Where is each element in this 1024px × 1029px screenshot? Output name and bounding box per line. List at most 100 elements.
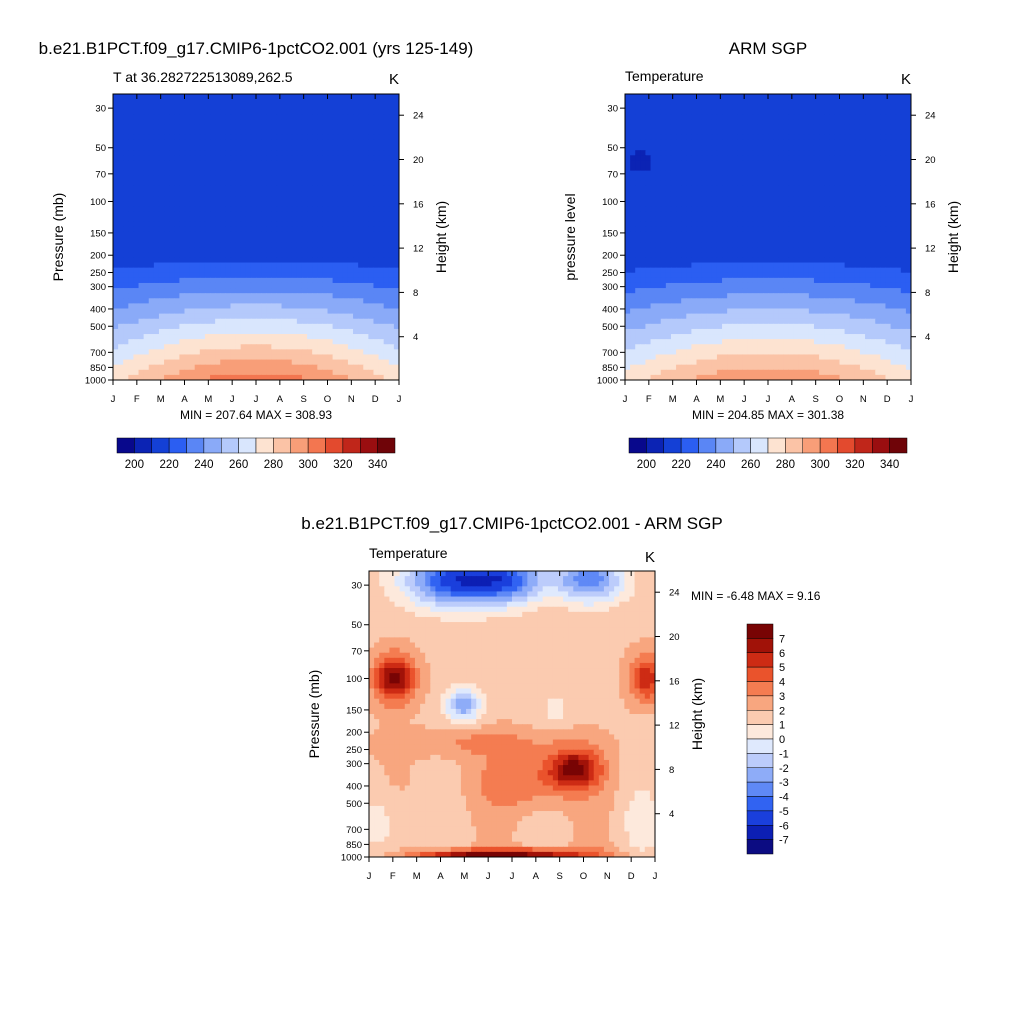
heatmap-cell bbox=[282, 206, 288, 212]
heatmap-cell bbox=[200, 319, 206, 325]
heatmap-cell bbox=[328, 247, 334, 253]
heatmap-cell bbox=[732, 94, 738, 100]
model-min-max: MIN = 207.64 MAX = 308.93 bbox=[180, 408, 332, 422]
heatmap-cell bbox=[671, 130, 677, 136]
heatmap-cell bbox=[348, 360, 354, 366]
heatmap-cell bbox=[630, 109, 636, 115]
heatmap-cell bbox=[246, 145, 252, 151]
heatmap-cell bbox=[712, 135, 718, 141]
heatmap-cell bbox=[210, 339, 216, 345]
heatmap-cell bbox=[307, 268, 313, 274]
heatmap-cell bbox=[322, 206, 328, 212]
heatmap-cell bbox=[363, 370, 369, 376]
pressure-tick-label: 700 bbox=[90, 348, 106, 359]
heatmap-cell bbox=[190, 283, 196, 289]
heatmap-cell bbox=[875, 237, 881, 243]
heatmap-cell bbox=[205, 171, 211, 177]
heatmap-cell bbox=[645, 150, 651, 156]
heatmap-cell bbox=[368, 283, 374, 289]
heatmap-cell bbox=[154, 288, 160, 294]
model-y2-axis-label: Height (km) bbox=[433, 201, 449, 273]
heatmap-cell bbox=[748, 181, 754, 187]
heatmap-cell bbox=[875, 227, 881, 233]
heatmap-cell bbox=[282, 114, 288, 120]
heatmap-cell bbox=[712, 109, 718, 115]
heatmap-cell bbox=[302, 360, 308, 366]
heatmap-cell bbox=[236, 309, 242, 315]
heatmap-cell bbox=[819, 191, 825, 197]
heatmap-cell bbox=[312, 339, 318, 345]
heatmap-cell bbox=[742, 171, 748, 177]
heatmap-cell bbox=[778, 140, 784, 146]
heatmap-cell bbox=[676, 242, 682, 248]
heatmap-cell bbox=[241, 263, 247, 269]
heatmap-cell bbox=[865, 145, 871, 151]
heatmap-cell bbox=[185, 125, 191, 131]
heatmap-cell bbox=[317, 211, 323, 217]
heatmap-cell bbox=[292, 370, 298, 376]
heatmap-cell bbox=[363, 191, 369, 197]
heatmap-cell bbox=[363, 354, 369, 360]
heatmap-cell bbox=[686, 181, 692, 187]
heatmap-cell bbox=[870, 145, 876, 151]
heatmap-cell bbox=[809, 232, 815, 238]
height-tick-label: 4 bbox=[413, 332, 418, 343]
heatmap-cell bbox=[195, 268, 201, 274]
heatmap-cell bbox=[348, 314, 354, 320]
heatmap-cell bbox=[236, 303, 242, 309]
heatmap-cell bbox=[246, 257, 252, 263]
heatmap-cell bbox=[840, 150, 846, 156]
heatmap-cell bbox=[113, 109, 119, 115]
heatmap-cell bbox=[236, 104, 242, 110]
heatmap-cell bbox=[707, 232, 713, 238]
heatmap-cell bbox=[322, 303, 328, 309]
heatmap-cell bbox=[891, 145, 897, 151]
heatmap-cell bbox=[205, 283, 211, 289]
heatmap-cell bbox=[661, 135, 667, 141]
heatmap-cell bbox=[164, 99, 170, 105]
heatmap-cell bbox=[732, 181, 738, 187]
heatmap-cell bbox=[210, 135, 216, 141]
heatmap-cell bbox=[865, 181, 871, 187]
heatmap-cell bbox=[241, 360, 247, 366]
heatmap-cell bbox=[384, 257, 390, 263]
heatmap-cell bbox=[824, 227, 830, 233]
heatmap-cell bbox=[266, 278, 272, 284]
heatmap-cell bbox=[128, 217, 134, 223]
heatmap-cell bbox=[205, 140, 211, 146]
heatmap-cell bbox=[190, 227, 196, 233]
heatmap-cell bbox=[788, 176, 794, 182]
heatmap-cell bbox=[865, 130, 871, 136]
heatmap-cell bbox=[748, 201, 754, 207]
heatmap-cell bbox=[855, 99, 861, 105]
heatmap-cell bbox=[348, 186, 354, 192]
model-plot-area bbox=[113, 94, 400, 381]
heatmap-cell bbox=[363, 263, 369, 269]
heatmap-cell bbox=[358, 181, 364, 187]
heatmap-cell bbox=[686, 237, 692, 243]
heatmap-cell bbox=[276, 365, 282, 371]
heatmap-cell bbox=[225, 365, 231, 371]
heatmap-cell bbox=[287, 166, 293, 172]
heatmap-cell bbox=[185, 303, 191, 309]
heatmap-cell bbox=[763, 99, 769, 105]
heatmap-cell bbox=[241, 176, 247, 182]
heatmap-cell bbox=[144, 155, 150, 161]
heatmap-cell bbox=[215, 303, 221, 309]
heatmap-cell bbox=[717, 94, 723, 100]
heatmap-cell bbox=[737, 206, 743, 212]
heatmap-cell bbox=[763, 242, 769, 248]
heatmap-cell bbox=[865, 114, 871, 120]
heatmap-cell bbox=[271, 114, 277, 120]
heatmap-cell bbox=[128, 114, 134, 120]
heatmap-cell bbox=[154, 130, 160, 136]
heatmap-cell bbox=[645, 94, 651, 100]
heatmap-cell bbox=[742, 247, 748, 253]
heatmap-cell bbox=[379, 155, 385, 161]
heatmap-cell bbox=[661, 171, 667, 177]
heatmap-cell bbox=[205, 263, 211, 269]
heatmap-cell bbox=[778, 155, 784, 161]
heatmap-cell bbox=[169, 120, 175, 126]
heatmap-cell bbox=[282, 201, 288, 207]
heatmap-cell bbox=[118, 263, 124, 269]
